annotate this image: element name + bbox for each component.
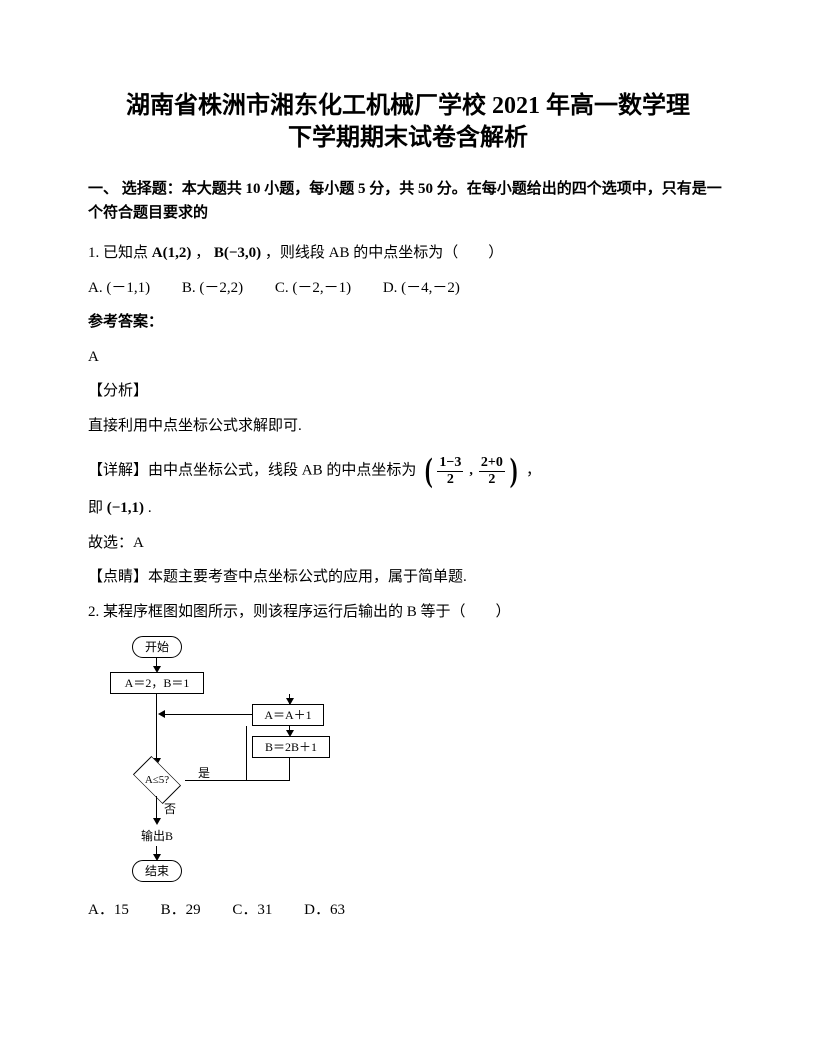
exam-page: 湖南省株洲市湘东化工机械厂学校 2021 年高一数学理 下学期期末试卷含解析 一…	[0, 0, 816, 971]
flowchart: 开始 A＝2，B＝1 A≤5? 是 A＝A＋1	[102, 636, 402, 888]
q1-analysis-label: 【分析】	[88, 377, 728, 406]
frac2-num: 2+0	[479, 456, 505, 472]
flow-step-b-label: B＝2B＋1	[265, 741, 317, 753]
section-1-heading: 一、 选择题：本大题共 10 小题，每小题 5 分，共 50 分。在每小题给出的…	[88, 177, 728, 225]
left-paren-icon: (	[424, 454, 433, 488]
q1-dianping: 【点睛】本题主要考查中点坐标公式的应用，属于简单题.	[88, 563, 728, 592]
q1-options: A. (－1,1) B. (－2,2) C. (－2,－1) D. (－4,－2…	[88, 274, 728, 303]
q1-option-b: B. (－2,2)	[182, 274, 243, 303]
q2-option-b: B．29	[161, 896, 201, 925]
q1-stem: 1. 已知点 A(1,2) ， B(−3,0) ，则线段 AB 的中点坐标为（ …	[88, 239, 728, 268]
q2-option-a: A．15	[88, 896, 129, 925]
formula-comma: ,	[465, 458, 477, 485]
right-paren-icon: )	[509, 454, 518, 488]
flow-no-label: 否	[164, 800, 176, 817]
q1-hence: 故选：A	[88, 529, 728, 558]
q1-ie-suffix: .	[148, 500, 152, 516]
q2-stem: 2. 某程序框图如图所示，则该程序运行后输出的 B 等于（ ）	[88, 598, 728, 627]
q1-detail: 【详解】由中点坐标公式，线段 AB 的中点坐标为 ( 1−3 2 , 2+0 2…	[88, 454, 728, 488]
midpoint-formula: ( 1−3 2 , 2+0 2 )	[422, 454, 520, 488]
flow-edge	[247, 780, 290, 781]
flow-init: A＝2，B＝1	[110, 672, 204, 694]
answer-label: 参考答案：	[88, 308, 728, 337]
flow-edge	[185, 780, 247, 781]
q2-option-c: C．31	[232, 896, 272, 925]
flow-edge	[246, 726, 247, 780]
q1-option-a: A. (－1,1)	[88, 274, 150, 303]
flow-edge	[156, 796, 157, 820]
flow-end-label: 结束	[145, 865, 169, 877]
flow-step-b: B＝2B＋1	[252, 736, 330, 758]
q1-point-b: B(−3,0)	[214, 239, 261, 268]
q1-ie-prefix: 即	[88, 500, 103, 516]
flow-edge	[289, 758, 290, 780]
q1-detail-prefix: 【详解】由中点坐标公式，线段 AB 的中点坐标为	[88, 463, 416, 479]
page-title: 湖南省株洲市湘东化工机械厂学校 2021 年高一数学理 下学期期末试卷含解析	[88, 90, 728, 155]
q2-options: A．15 B．29 C．31 D．63	[88, 896, 728, 925]
frac-2: 2+0 2	[477, 456, 507, 487]
flow-start-label: 开始	[145, 641, 169, 653]
flow-output: 输出B	[117, 824, 197, 846]
q1-sep: ，	[195, 245, 210, 261]
flow-yes-label: 是	[198, 764, 210, 781]
arrow-left-icon	[158, 710, 165, 718]
flow-start: 开始	[132, 636, 182, 658]
q1-ie: 即 (−1,1) .	[88, 494, 728, 523]
arrow-down-icon	[286, 698, 294, 705]
q1-stem-suffix: ，则线段 AB 的中点坐标为（ ）	[265, 245, 503, 261]
flow-step-a-label: A＝A＋1	[264, 709, 311, 721]
q1-stem-prefix: 1. 已知点	[88, 245, 148, 261]
flow-cond-label: A≤5?	[127, 762, 187, 798]
frac-1: 1−3 2	[435, 456, 465, 487]
q1-option-d: D. (－4,－2)	[383, 274, 460, 303]
flow-edge	[156, 714, 157, 760]
q1-option-c: C. (－2,－1)	[275, 274, 351, 303]
frac2-den: 2	[479, 472, 505, 487]
q1-answer: A	[88, 343, 728, 372]
q1-point-a: A(1,2)	[152, 239, 192, 268]
q1-analysis-text: 直接利用中点坐标公式求解即可.	[88, 412, 728, 441]
flow-step-a: A＝A＋1	[252, 704, 324, 726]
title-line-2: 下学期期末试卷含解析	[288, 125, 528, 151]
q2-option-d: D．63	[304, 896, 345, 925]
flow-init-label: A＝2，B＝1	[125, 677, 190, 689]
q1-ie-value: (−1,1)	[107, 494, 144, 523]
frac1-num: 1−3	[437, 456, 463, 472]
title-line-1: 湖南省株洲市湘东化工机械厂学校 2021 年高一数学理	[126, 93, 690, 119]
flow-end: 结束	[132, 860, 182, 882]
frac1-den: 2	[437, 472, 463, 487]
q1-detail-suffix: ，	[526, 463, 541, 479]
flow-output-label: 输出B	[141, 827, 173, 844]
flow-cond: A≤5?	[127, 762, 187, 798]
